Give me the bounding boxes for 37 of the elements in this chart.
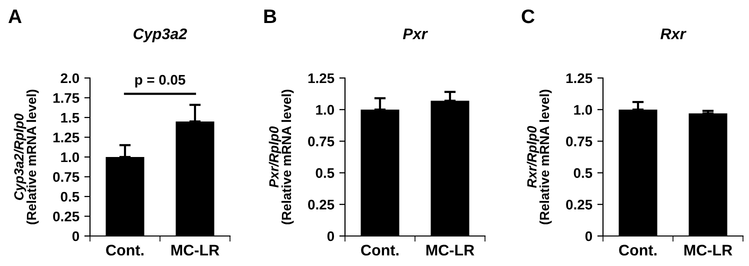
text: A [8, 10, 22, 24]
y-tick-label: 0.5 [574, 168, 592, 178]
text: C [522, 9, 535, 24]
x-tick-label: MC-LR [684, 244, 732, 256]
y-tick-label: 1.0 [61, 152, 80, 162]
chart-title: Cyp3a2 [134, 28, 188, 42]
chart-title: Rxr [660, 28, 686, 40]
y-tick-label: 1.25 [308, 73, 334, 84]
y-tick-label: 0 [72, 231, 80, 242]
y-tick-label: 0.75 [53, 172, 80, 182]
y-axis-title: Rxr/Rplp0 (Relative mRNA level) [526, 90, 552, 224]
annotation: p = 0.05 [135, 74, 186, 88]
x-tick-label: MC-LR [171, 244, 220, 256]
y-tick-label: 0.75 [566, 136, 592, 146]
x-tick-label: Cont. [361, 244, 398, 256]
y-tick-label: 0.75 [308, 136, 334, 146]
y-tick-label: 0 [585, 231, 592, 242]
y-tick-label: 1.5 [61, 112, 80, 123]
y-tick-label: 1.25 [566, 73, 592, 84]
x-tick-label: MC-LR [426, 244, 474, 256]
text: B [264, 10, 276, 24]
y-tick-label: 0 [327, 231, 334, 242]
y-axis-title: Pxr/Rplp0 (Relative mRNA level) [268, 90, 294, 224]
y-tick-label: 0.25 [308, 200, 334, 210]
y-tick-label: 0.25 [566, 200, 592, 210]
x-tick-label: Cont. [619, 244, 656, 256]
y-tick-label: 1.75 [53, 93, 80, 103]
y-axis-title: Cyp3a2/Rplp0 (Relative mRNA level) [14, 90, 39, 224]
y-tick-label: 0.25 [53, 212, 80, 222]
y-tick-label: 1.0 [316, 104, 334, 115]
chart-title: Pxr [402, 28, 428, 40]
y-tick-label: 1.0 [574, 104, 592, 115]
y-tick-label: 2.0 [60, 73, 80, 84]
x-tick-label: Cont. [106, 244, 144, 256]
y-tick-label: 0.5 [60, 192, 80, 202]
y-tick-label: 0.5 [316, 168, 334, 178]
y-tick-label: 1.25 [53, 132, 80, 142]
